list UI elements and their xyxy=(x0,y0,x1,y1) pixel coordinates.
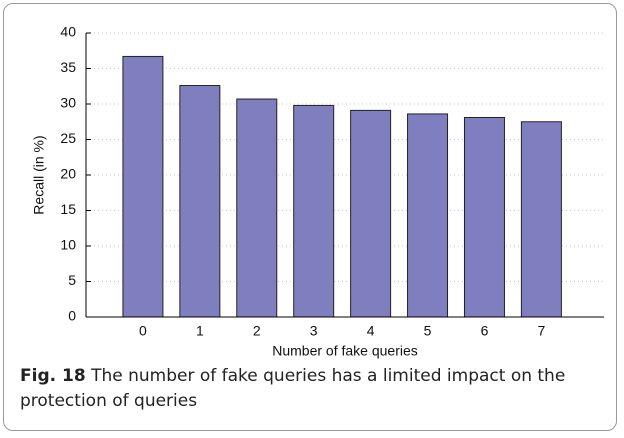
bar xyxy=(463,116,505,318)
y-tick-label: 25 xyxy=(60,130,76,146)
x-tick-label: 6 xyxy=(481,323,489,339)
y-tick-label: 30 xyxy=(60,95,76,111)
x-tick-label: 1 xyxy=(196,323,204,339)
chart: Recall (in %) Number of fake queries 0 5 1… xyxy=(31,24,604,359)
y-tick-label: 5 xyxy=(68,272,76,288)
bar xyxy=(179,85,221,318)
x-tick-label: 0 xyxy=(139,323,147,339)
bar xyxy=(122,55,164,318)
y-tick-label: 35 xyxy=(60,59,76,75)
x-axis-label: Number of fake queries xyxy=(272,343,418,359)
y-tick-label: 15 xyxy=(60,201,76,217)
x-tick-label: 5 xyxy=(424,323,432,339)
caption-label: Fig. 18 xyxy=(20,366,86,386)
bar xyxy=(407,113,449,318)
bar xyxy=(350,109,392,318)
figure-border xyxy=(3,3,617,431)
y-tick-label: 0 xyxy=(68,308,76,324)
bar xyxy=(520,121,562,318)
x-tick-label: 4 xyxy=(367,323,375,339)
y-axis-label: Recall (in %) xyxy=(31,135,47,214)
x-tick-label: 2 xyxy=(253,323,261,339)
y-tick-label: 10 xyxy=(60,237,76,253)
y-tick-label: 40 xyxy=(60,24,76,40)
bar xyxy=(293,104,335,318)
x-tick-label: 7 xyxy=(537,323,545,339)
caption-text: The number of fake queries has a limited… xyxy=(20,366,566,411)
x-tick-label: 3 xyxy=(310,323,318,339)
bar xyxy=(236,98,278,318)
y-tick-label: 20 xyxy=(60,166,76,182)
caption: Fig. 18 The number of fake queries has a… xyxy=(20,364,580,414)
